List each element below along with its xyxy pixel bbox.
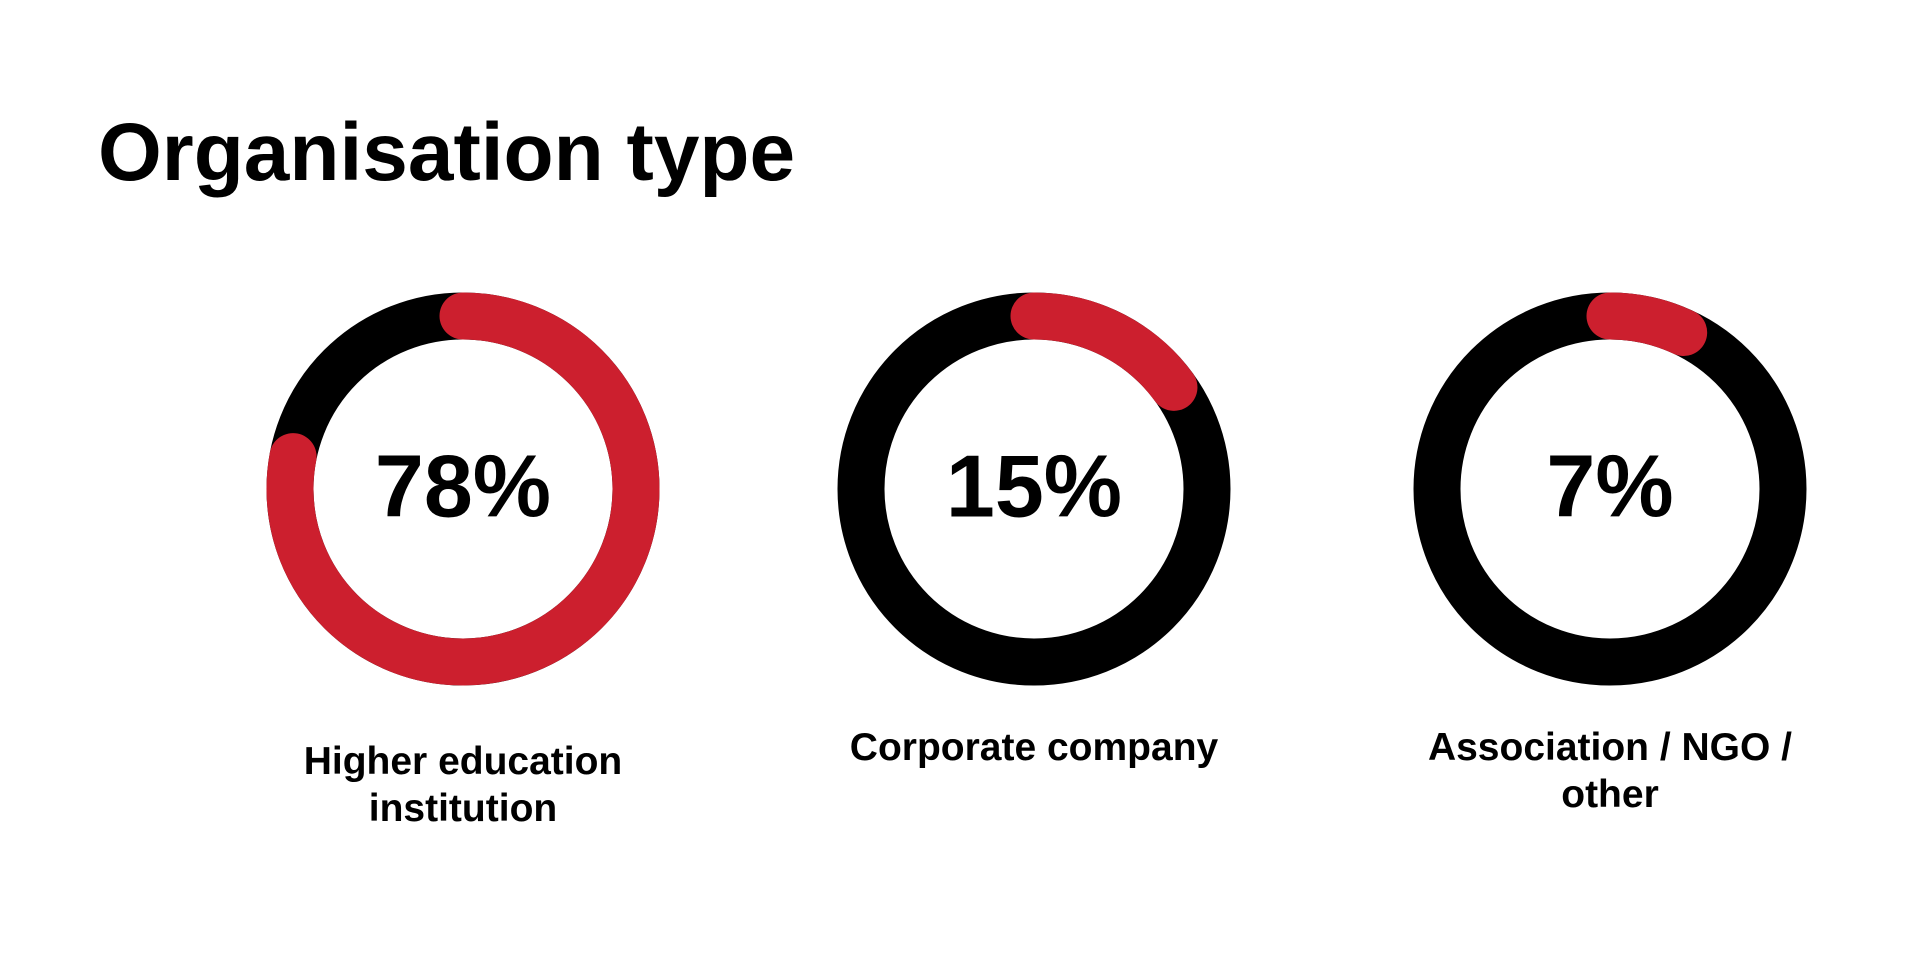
value-label: 78% xyxy=(375,436,551,535)
value-label: 15% xyxy=(946,436,1122,535)
category-label: Higher education institution xyxy=(303,740,623,830)
category-label: Corporate company xyxy=(849,726,1219,769)
gauge-arc xyxy=(266,292,660,686)
chart-title: Organisation type xyxy=(98,107,795,198)
gauge-arc xyxy=(1586,292,1708,356)
gauge-arc xyxy=(1010,292,1198,411)
value-label: 7% xyxy=(1546,436,1673,535)
category-label: Association / NGO / other xyxy=(1427,726,1793,816)
